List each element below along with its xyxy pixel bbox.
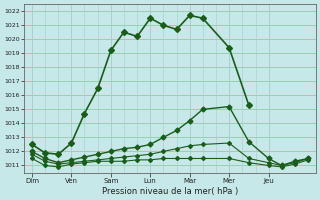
X-axis label: Pression niveau de la mer( hPa ): Pression niveau de la mer( hPa ) [102, 187, 238, 196]
